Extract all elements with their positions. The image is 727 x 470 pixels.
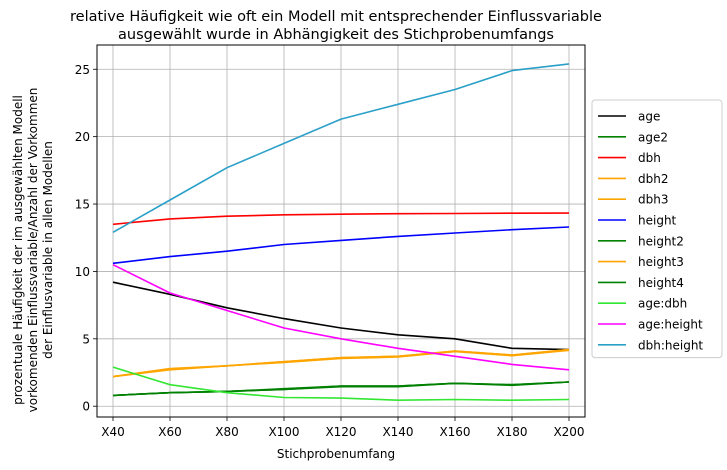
chart-title-line-1: relative Häufigkeit wie oft ein Modell m… (70, 9, 602, 25)
legend-label-age-height: age:height (638, 318, 703, 332)
series-line-dbh (112, 212, 570, 226)
x-axis-label: Stichprobenumfang (277, 447, 395, 461)
legend-label-height: height (638, 214, 677, 228)
x-tick-label-X200: X200 (553, 425, 584, 439)
series-line-height4 (112, 381, 570, 397)
series-line-height (112, 226, 570, 265)
grid-lines (97, 45, 585, 417)
legend-label-age-dbh: age:dbh (638, 297, 687, 311)
legend-label-age: age (638, 110, 660, 124)
y-axis-label-line-2: vorkomenden Einflussvariable/Anzahl der … (26, 88, 40, 413)
chart-title-line-2: ausgewählt wurde in Abhängigkeit des Sti… (118, 27, 554, 43)
y-tick-label-0: 0 (82, 400, 90, 414)
x-tick-label-X100: X100 (268, 425, 299, 439)
x-tick-label-X40: X40 (101, 425, 125, 439)
series-lines (112, 63, 570, 402)
legend-label-height2: height2 (638, 234, 684, 248)
y-tick-label-5: 5 (82, 332, 90, 346)
y-axis-label: prozentuale Häufigkeit der im ausgewählt… (11, 88, 55, 413)
y-tick-label-10: 10 (75, 265, 90, 279)
series-line-age-dbh (112, 366, 570, 402)
x-tick-label-X60: X60 (158, 425, 182, 439)
legend-frame (591, 99, 723, 359)
series-line-dbh-height (112, 63, 570, 233)
x-tick-label-X160: X160 (439, 425, 470, 439)
legend-label-age2: age2 (638, 130, 668, 144)
y-tick-label-25: 25 (75, 63, 90, 77)
series-line-height3 (112, 348, 570, 378)
legend-label-dbh: dbh (638, 151, 661, 165)
chart-title: relative Häufigkeit wie oft ein Modell m… (70, 9, 602, 43)
legend-label-height3: height3 (638, 255, 684, 269)
legend-label-height4: height4 (638, 276, 684, 290)
x-tick-label-X180: X180 (496, 425, 527, 439)
x-tick-label-X140: X140 (382, 425, 413, 439)
legend-label-dbh3: dbh3 (638, 193, 668, 207)
legend: age age2 dbh dbh2 dbh3 height height2 height3 he… (591, 99, 723, 359)
y-axis-label-line-3: der Einflusvariable in allen Modellen (41, 141, 55, 359)
y-tick-label-15: 15 (75, 198, 90, 212)
x-tick-label-X80: X80 (215, 425, 239, 439)
legend-label-dbh2: dbh2 (638, 172, 668, 186)
legend-label-dbh-height: dbh:height (638, 338, 703, 352)
y-tick-label-20: 20 (75, 130, 90, 144)
x-axis-ticks: X40 X60 X80 X100 X120 X140 X160 X180 X200 (101, 417, 585, 439)
series-line-age-height (112, 263, 570, 371)
x-tick-label-X120: X120 (325, 425, 356, 439)
y-axis-label-line-1: prozentuale Häufigkeit der im ausgewählt… (11, 95, 25, 405)
y-axis-ticks: 0 5 10 15 20 25 (75, 63, 97, 414)
